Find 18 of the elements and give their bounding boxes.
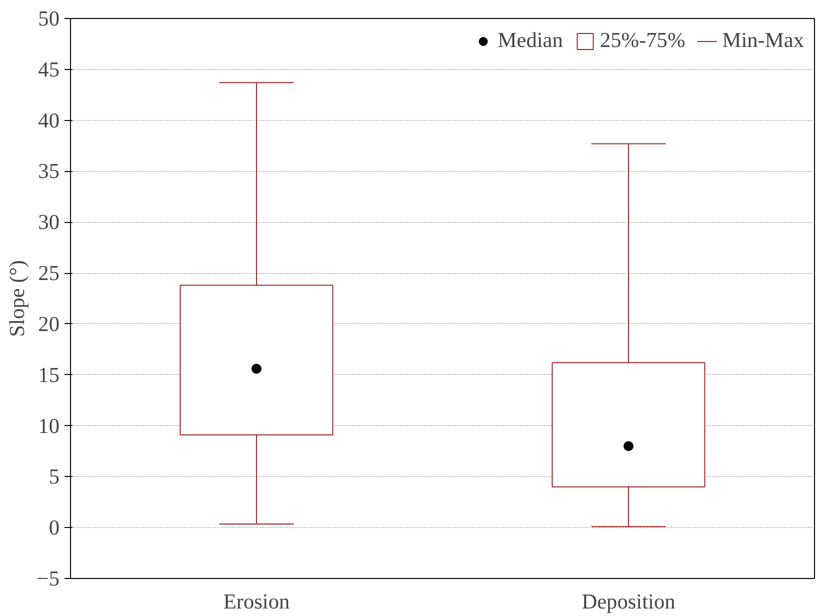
- y-tick-label: 30: [38, 210, 60, 234]
- y-tick-label: 5: [48, 464, 60, 489]
- y-tick-label: 35: [38, 159, 60, 184]
- y-tick-label: 50: [38, 6, 60, 30]
- y-tick-label: 0: [48, 516, 60, 540]
- y-tick-label: 10: [38, 414, 60, 438]
- y-tick-label: 15: [38, 362, 60, 387]
- y-tick-label: 25: [38, 261, 60, 286]
- y-tick-label: 20: [38, 312, 60, 336]
- legend-label: 25%-75%: [600, 28, 686, 53]
- y-tick-label: 40: [38, 108, 60, 132]
- y-axis-title: Slope (°): [4, 260, 29, 337]
- annotation: Min-Max: [722, 28, 804, 53]
- legend-label: Median: [498, 28, 563, 53]
- y-tick-label: −5: [36, 566, 60, 590]
- y-tick-label: 45: [38, 57, 60, 82]
- x-tick-label: Deposition: [582, 590, 676, 614]
- x-tick-label: Erosion: [223, 590, 290, 614]
